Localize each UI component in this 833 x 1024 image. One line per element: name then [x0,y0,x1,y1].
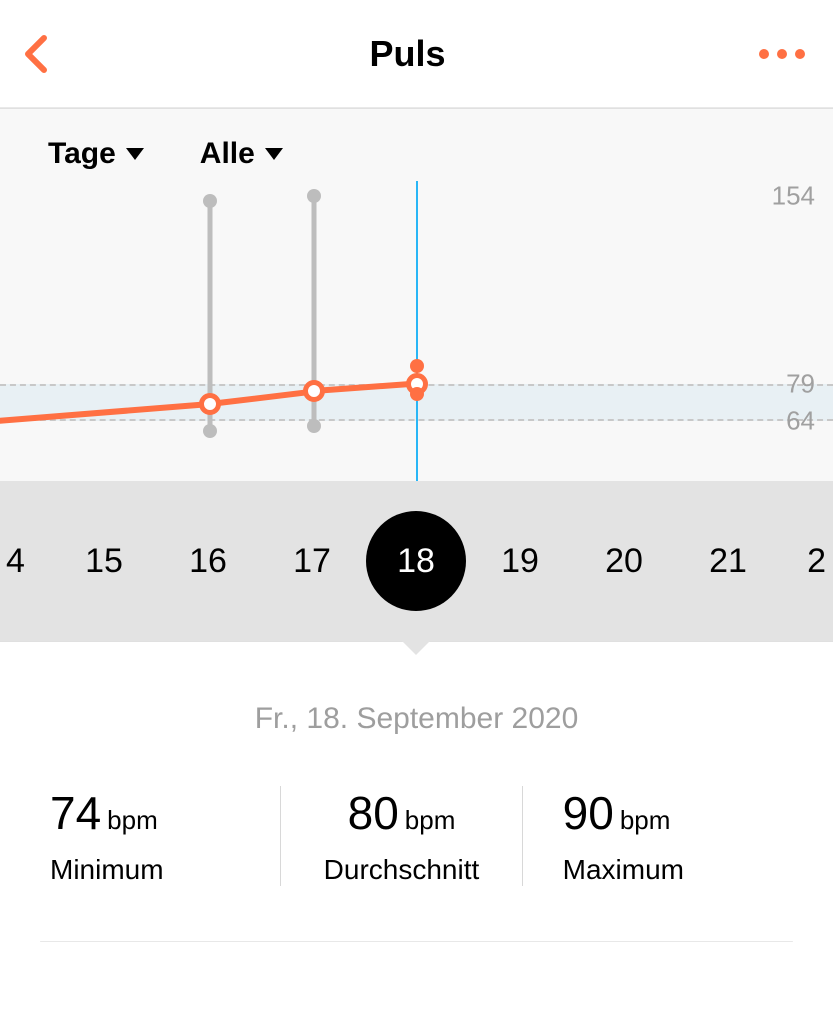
selected-date: Fr., 18. September 2020 [40,702,793,736]
stat-max-value: 90 [563,787,614,839]
avg-marker [303,380,325,402]
y-axis-label: 79 [786,368,815,399]
day-item[interactable]: 16 [156,542,260,581]
caret-down-icon [126,148,144,160]
stats-row: 74bpm Minimum 80bpm Durchschnitt 90bpm M… [40,786,793,886]
day-item[interactable]: 15 [52,542,156,581]
type-label: Alle [200,137,255,171]
selection-pointer-icon [400,639,432,655]
stat-average: 80bpm Durchschnitt [280,786,521,886]
day-strip[interactable]: 4151617181920212 [0,481,833,641]
selected-range-dot [410,359,424,373]
dot-icon [759,49,769,59]
day-item[interactable]: 17 [260,542,364,581]
divider [40,941,793,942]
y-axis-label: 64 [786,406,815,437]
stat-unit: bpm [620,805,671,835]
page-title: Puls [369,33,445,75]
dot-icon [777,49,787,59]
day-item[interactable]: 2 [780,542,832,581]
stat-max-label: Maximum [563,854,783,886]
day-item[interactable]: 19 [468,542,572,581]
selected-range-dot [410,387,424,401]
stat-unit: bpm [405,805,456,835]
range-dot [203,424,217,438]
more-button[interactable] [759,49,805,59]
stat-avg-value: 80 [348,787,399,839]
back-button[interactable] [16,34,56,74]
day-item[interactable]: 4 [0,542,52,581]
y-axis-label: 154 [772,181,815,212]
stat-min-label: Minimum [50,854,270,886]
stat-unit: bpm [107,805,158,835]
stat-minimum: 74bpm Minimum [40,786,280,886]
chevron-left-icon [22,34,50,74]
header: Puls [0,0,833,108]
day-item[interactable]: 21 [676,542,780,581]
range-dot [307,419,321,433]
stat-min-value: 74 [50,787,101,839]
day-item[interactable]: 20 [572,542,676,581]
period-label: Tage [48,137,116,171]
type-filter[interactable]: Alle [200,137,283,171]
stat-maximum: 90bpm Maximum [522,786,793,886]
selection-line [416,181,418,491]
avg-marker [199,393,221,415]
period-filter[interactable]: Tage [48,137,144,171]
range-dot [307,189,321,203]
details-panel: Fr., 18. September 2020 74bpm Minimum 80… [0,642,833,886]
dot-icon [795,49,805,59]
filter-row: Tage Alle [0,137,833,171]
chart-area: Tage Alle 154 79 64 4151617181920212 [0,108,833,642]
day-item[interactable]: 18 [364,542,468,581]
caret-down-icon [265,148,283,160]
range-dot [203,194,217,208]
stat-avg-label: Durchschnitt [291,854,511,886]
chart-canvas[interactable]: 154 79 64 [0,181,833,481]
